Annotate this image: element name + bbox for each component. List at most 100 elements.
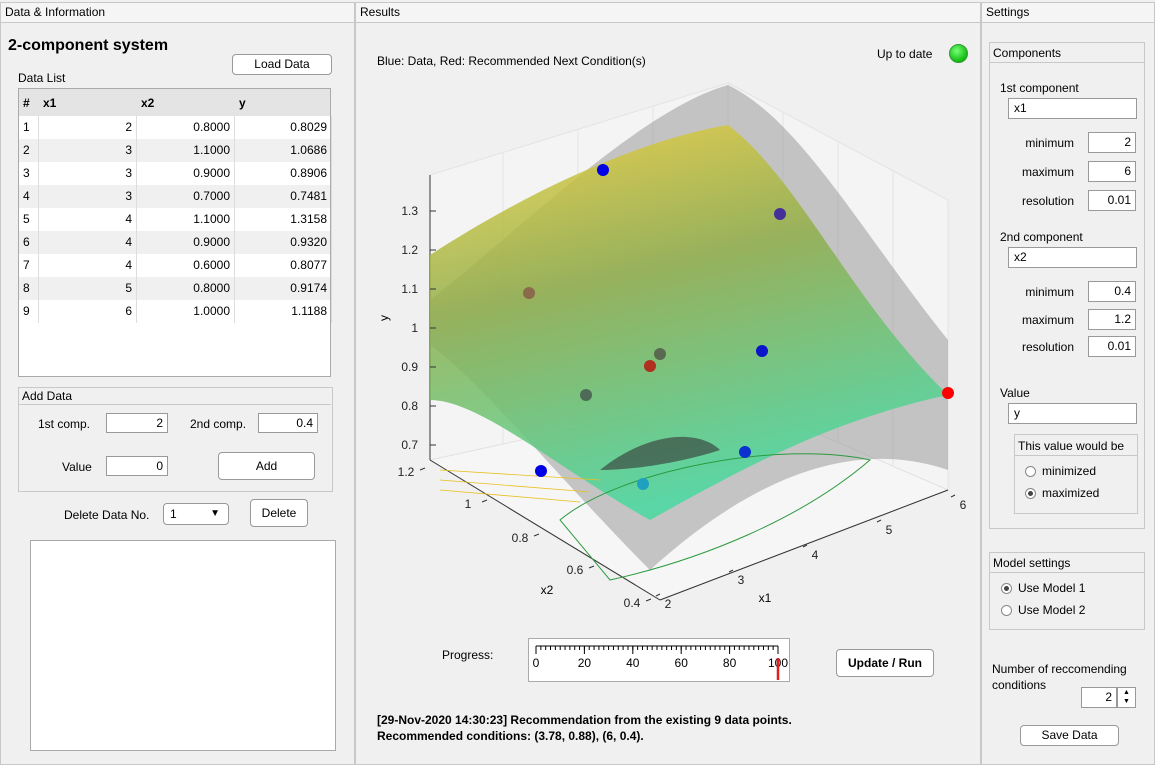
log-area: [30, 540, 336, 751]
table-row: [19, 162, 330, 185]
table-row: [19, 116, 330, 139]
status-label: Up to date: [877, 47, 933, 61]
data-point: [597, 164, 609, 176]
component-name-input[interactable]: x2: [1008, 247, 1137, 268]
status-lamp: [949, 44, 968, 63]
table-cell: 0.9000: [137, 231, 235, 254]
x1-tick: [876, 519, 882, 523]
resolution-input[interactable]: 0.01: [1088, 336, 1136, 357]
table-cell: 5: [39, 277, 137, 300]
radio-button[interactable]: [1001, 605, 1012, 616]
table-row: [19, 277, 330, 300]
table-row: [19, 208, 330, 231]
radio-button[interactable]: [1025, 466, 1036, 477]
settings-panel: Settings: [981, 2, 1155, 765]
progress-tick-label: 60: [675, 656, 689, 670]
value-input[interactable]: 0: [106, 456, 168, 476]
x1-tick-label: 5: [886, 523, 893, 537]
table-cell: 4: [39, 254, 137, 277]
divider: [989, 572, 1144, 573]
add-button[interactable]: Add: [218, 452, 315, 480]
objective-group: [1014, 434, 1138, 514]
table-cell: 3: [19, 162, 39, 185]
x2-tick: [588, 565, 595, 569]
maximum-input[interactable]: 1.2: [1088, 308, 1136, 330]
surface-plot: y x2 x1 1.3 1.2 1.1 1 0.9 0.8 0.7 2 3 4 5 6 1.2 1 0.8 0…: [377, 82, 967, 611]
panel-title: Data & Information: [1, 3, 354, 23]
table-cell: 0.8000: [137, 116, 235, 139]
progress-gauge: 020406080100: [528, 638, 790, 682]
table-cell: 4: [39, 231, 137, 254]
data-point: [637, 478, 649, 490]
first-comp-input[interactable]: 2: [106, 413, 168, 433]
group-title: This value would be: [1018, 439, 1125, 453]
label: resolution: [1021, 340, 1074, 354]
table-cell: 0.8906: [235, 162, 332, 185]
x1-tick: [802, 544, 808, 548]
table-cell: 8: [19, 277, 39, 300]
recommend-count[interactable]: 2: [1081, 687, 1117, 708]
label: maximum: [1021, 165, 1074, 179]
save-button[interactable]: Save Data: [1020, 725, 1119, 746]
data-point: [580, 389, 592, 401]
surface-shadow: [600, 436, 720, 470]
table-row: [19, 254, 330, 277]
minimum-input[interactable]: 0.4: [1088, 281, 1136, 302]
table-header: [19, 89, 330, 117]
table-cell: 2: [39, 116, 137, 139]
y-tick-label: 0.7: [401, 438, 418, 452]
label: 1st component: [1000, 81, 1079, 95]
maximum-input[interactable]: 6: [1088, 161, 1136, 182]
plot-caption: Blue: Data, Red: Recommended Next Condit…: [377, 54, 646, 68]
log-line: Recommended conditions: (3.78, 0.88), (6…: [377, 729, 644, 743]
radio-label: maximized: [1042, 486, 1100, 500]
x1-axis-label: x1: [759, 591, 772, 605]
table-cell: 9: [19, 300, 39, 323]
column-header: #: [23, 96, 30, 110]
progress-tick-label: 0: [533, 656, 540, 670]
delete-button[interactable]: Delete: [250, 499, 308, 527]
run-button[interactable]: Update / Run: [836, 649, 934, 677]
select-value: 1: [170, 507, 177, 521]
component-name-input[interactable]: x1: [1008, 98, 1137, 119]
table-cell: 0.9174: [235, 277, 332, 300]
x1-tick-label: 6: [960, 498, 967, 512]
resolution-input[interactable]: 0.01: [1088, 190, 1136, 211]
spinner[interactable]: ▲ ▼: [1117, 687, 1136, 708]
table-cell: 6: [19, 231, 39, 254]
panel-title: Results: [356, 3, 980, 23]
data-point: [774, 208, 786, 220]
x2-tick-label: 1.2: [398, 465, 415, 479]
x2-tick-label: 0.4: [624, 596, 641, 610]
x2-tick-label: 1: [465, 497, 472, 511]
y-tick-label: 1: [411, 321, 418, 335]
value-name-input[interactable]: y: [1008, 403, 1137, 424]
radio-label: Use Model 2: [1018, 603, 1086, 617]
panel-title: Settings: [982, 3, 1154, 23]
label: Delete Data No.: [64, 508, 150, 522]
minimum-input[interactable]: 2: [1088, 132, 1136, 153]
delete-select[interactable]: 1 ▼: [163, 503, 229, 525]
x1-tick: [950, 494, 956, 498]
x2-axis-label: x2: [541, 583, 554, 597]
table-row: [19, 139, 330, 162]
table-cell: 3: [39, 185, 137, 208]
y-tick-label: 1.2: [401, 243, 418, 257]
progress-label: Progress:: [442, 648, 494, 662]
second-comp-input[interactable]: 0.4: [258, 413, 318, 433]
radio-button[interactable]: [1025, 488, 1036, 499]
log-line: [29-Nov-2020 14:30:23] Recommendation fr…: [377, 713, 792, 727]
table-cell: 0.8077: [235, 254, 332, 277]
add-data-group: [18, 387, 333, 492]
table-row: [19, 300, 330, 323]
y-tick-label: 0.8: [401, 399, 418, 413]
x1-tick: [728, 569, 734, 573]
progress-tick-label: 20: [578, 656, 592, 670]
data-points: [523, 164, 954, 490]
radio-button[interactable]: [1001, 583, 1012, 594]
label: 1st comp.: [38, 417, 91, 431]
x2-tick-label: 0.8: [512, 531, 529, 545]
divider: [989, 62, 1144, 63]
load-button[interactable]: Load Data: [232, 54, 332, 75]
